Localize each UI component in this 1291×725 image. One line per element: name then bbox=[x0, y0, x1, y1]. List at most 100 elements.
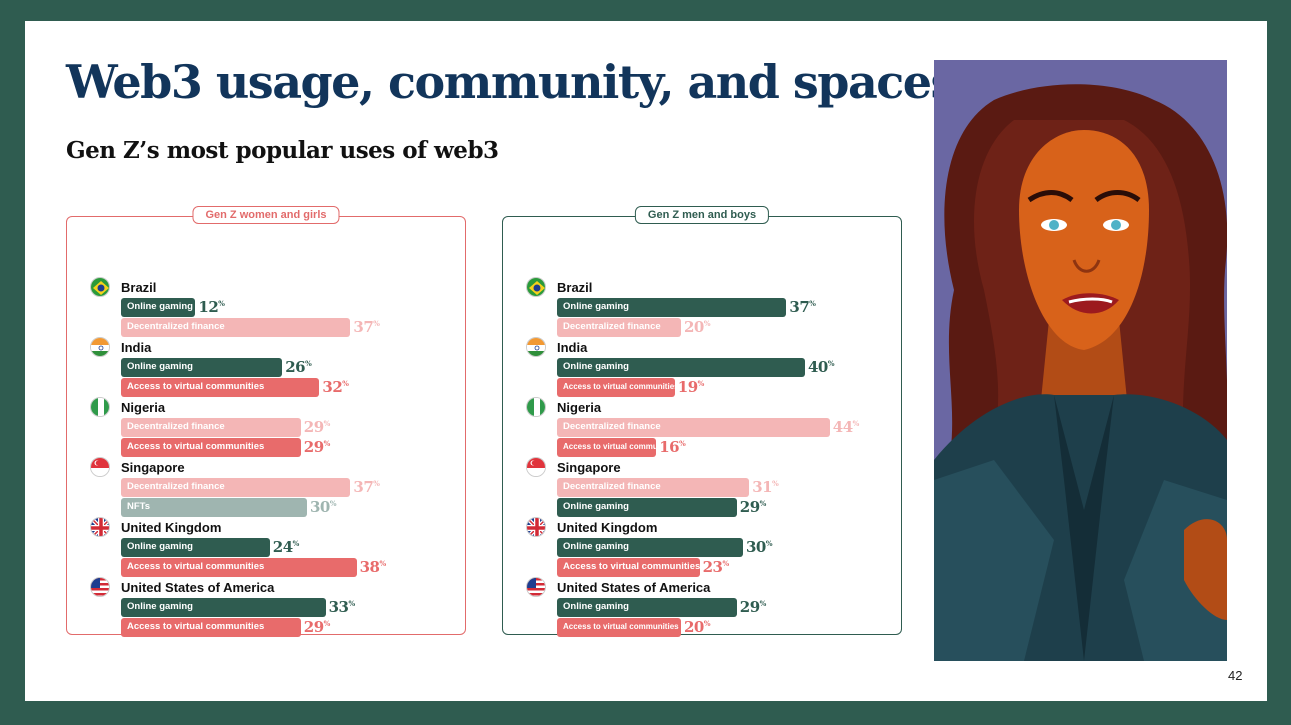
woman-illustration bbox=[934, 60, 1227, 661]
bar-value: 29% bbox=[739, 498, 767, 516]
bar-value: 29% bbox=[303, 418, 331, 436]
country-name: United States of America bbox=[557, 580, 711, 595]
bar-label: Online gaming bbox=[127, 301, 193, 312]
bar-access-to-virtual-communities: Access to virtual communities 19% bbox=[557, 378, 704, 397]
bar-label: Decentralized finance bbox=[127, 481, 225, 492]
country-group: United States of America Online gaming 33%… bbox=[67, 539, 465, 637]
bar-access-to-virtual-communities: Access to virtual communities 38% bbox=[121, 558, 386, 577]
bar-decentralized-finance: Decentralized finance 44% bbox=[557, 418, 859, 437]
brazil-flag-icon bbox=[90, 277, 110, 297]
brazil-flag-icon bbox=[526, 277, 546, 297]
usa-flag-icon bbox=[90, 577, 110, 597]
bar-value: 20% bbox=[684, 318, 711, 336]
bar-value: 37% bbox=[353, 478, 380, 496]
bar-decentralized-finance: Decentralized finance 29% bbox=[121, 418, 330, 437]
country-name: India bbox=[121, 340, 152, 355]
country-name: Nigeria bbox=[557, 400, 602, 415]
country-name: Nigeria bbox=[121, 400, 166, 415]
bar-label: Decentralized finance bbox=[563, 321, 661, 332]
country-name: Singapore bbox=[121, 460, 185, 475]
country-name: Brazil bbox=[121, 280, 157, 295]
singapore-flag-icon bbox=[90, 457, 110, 477]
country-name: United Kingdom bbox=[557, 520, 658, 535]
bar-online-gaming: Online gaming 24% bbox=[121, 538, 299, 557]
bar-value: 24% bbox=[272, 538, 300, 556]
bar-value: 37% bbox=[789, 298, 816, 316]
bar-label: Access to virtual communities bbox=[127, 621, 265, 632]
women-chart-panel: Gen Z women and girls Brazil Online gamin… bbox=[66, 206, 466, 637]
country-name: United Kingdom bbox=[121, 520, 222, 535]
bar-label: Access to virtual communities bbox=[563, 561, 701, 572]
bar-label: Access to virtual communities bbox=[127, 561, 265, 572]
uk-flag-icon bbox=[526, 517, 546, 537]
bar-value: 23% bbox=[702, 558, 730, 576]
country-group: Singapore Decentralized finance 31% Online … bbox=[503, 419, 901, 517]
country-group: Nigeria Decentralized finance 44% Access to… bbox=[503, 359, 901, 457]
country-group: India Online gaming 26% Access to virtual c… bbox=[67, 299, 465, 397]
bar-value: 19% bbox=[677, 378, 705, 396]
bar-label: Decentralized finance bbox=[127, 321, 225, 332]
bar-value: 12% bbox=[198, 298, 225, 316]
bar-value: 37% bbox=[353, 318, 380, 336]
bar-access-to-virtual-communities: Access to virtual communities 16% bbox=[557, 438, 686, 457]
country-group: Brazil Online gaming 12% Decentralized fina… bbox=[67, 239, 465, 337]
bar-value: 29% bbox=[739, 598, 767, 616]
bar-online-gaming: Online gaming 30% bbox=[557, 538, 773, 557]
singapore-flag-icon bbox=[526, 457, 546, 477]
bar-value: 40% bbox=[808, 358, 835, 376]
bar-online-gaming: Online gaming 29% bbox=[557, 498, 766, 517]
bar-access-to-virtual-communities: Access to virtual communities 29% bbox=[121, 438, 330, 457]
bar-decentralized-finance: Decentralized finance 37% bbox=[121, 318, 380, 337]
bar-value: 20% bbox=[684, 618, 711, 636]
men-panel-label: Gen Z men and boys bbox=[634, 206, 770, 224]
slide-subtitle: Gen Z’s most popular uses of web3 bbox=[66, 137, 499, 164]
bar-label: Decentralized finance bbox=[127, 421, 225, 432]
bar-decentralized-finance: Decentralized finance 37% bbox=[121, 478, 380, 497]
bar-online-gaming: Online gaming 12% bbox=[121, 298, 225, 317]
bar-online-gaming: Online gaming 29% bbox=[557, 598, 766, 617]
bar-label: Access to virtual communities bbox=[563, 622, 679, 631]
bar-label: Access to virtual communities bbox=[563, 382, 679, 391]
bar-online-gaming: Online gaming 33% bbox=[121, 598, 355, 617]
bar-decentralized-finance: Decentralized finance 31% bbox=[557, 478, 779, 497]
country-group: Nigeria Decentralized finance 29% Access to… bbox=[67, 359, 465, 457]
bar-value: 29% bbox=[303, 618, 331, 636]
bar-value: 30% bbox=[310, 498, 337, 516]
men-chart-rows: Brazil Online gaming 37% Decentralized fina… bbox=[503, 217, 901, 637]
men-chart-panel: Gen Z men and boys Brazil Online gaming 37… bbox=[502, 206, 902, 637]
bar-label: Online gaming bbox=[127, 361, 193, 372]
bar-value: 33% bbox=[328, 598, 356, 616]
bar-access-to-virtual-communities: Access to virtual communities 20% bbox=[557, 618, 711, 637]
bar-value: 31% bbox=[752, 478, 779, 496]
bar-label: Online gaming bbox=[563, 501, 629, 512]
country-name: India bbox=[557, 340, 588, 355]
country-group: United Kingdom Online gaming 30% Access to … bbox=[503, 479, 901, 577]
bar-value: 30% bbox=[746, 538, 773, 556]
bar-decentralized-finance: Decentralized finance 20% bbox=[557, 318, 711, 337]
bar-label: Online gaming bbox=[563, 601, 629, 612]
women-chart-rows: Brazil Online gaming 12% Decentralized fina… bbox=[67, 217, 465, 637]
bar-label: NFTs bbox=[127, 501, 151, 512]
bar-label: Online gaming bbox=[563, 301, 629, 312]
bar-value: 38% bbox=[359, 558, 387, 576]
bar-access-to-virtual-communities: Access to virtual communities 32% bbox=[121, 378, 349, 397]
bar-label: Online gaming bbox=[563, 541, 629, 552]
country-group: United States of America Online gaming 29%… bbox=[503, 539, 901, 637]
country-group: United Kingdom Online gaming 24% Access to … bbox=[67, 479, 465, 577]
bar-label: Access to virtual communities bbox=[127, 381, 265, 392]
bar-label: Decentralized finance bbox=[563, 481, 661, 492]
country-group: Singapore Decentralized finance 37% NFTs 30% bbox=[67, 419, 465, 517]
bar-access-to-virtual-communities: Access to virtual communities 29% bbox=[121, 618, 330, 637]
nigeria-flag-icon bbox=[90, 397, 110, 417]
bar-value: 26% bbox=[285, 358, 312, 376]
country-name: Singapore bbox=[557, 460, 621, 475]
india-flag-icon bbox=[90, 337, 110, 357]
bar-label: Online gaming bbox=[127, 601, 193, 612]
slide: Web3 usage, community, and spaces Gen Z’… bbox=[25, 21, 1267, 701]
bar-value: 44% bbox=[832, 418, 860, 436]
woman-illustration-graphic bbox=[934, 60, 1227, 661]
bar-label: Access to virtual communities bbox=[563, 442, 679, 451]
slide-title: Web3 usage, community, and spaces bbox=[66, 55, 956, 109]
country-name: Brazil bbox=[557, 280, 593, 295]
